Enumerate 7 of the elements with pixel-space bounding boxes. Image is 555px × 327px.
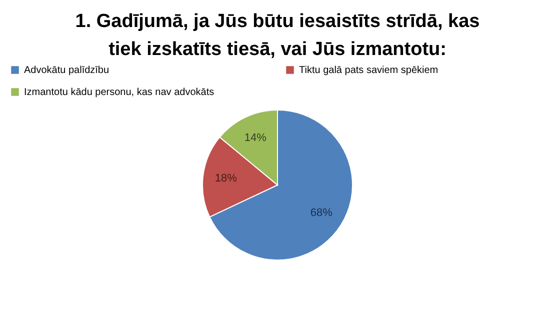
legend-label: Tiktu galā pats saviem spēkiem	[299, 65, 438, 76]
legend-label: Izmantotu kādu personu, kas nav advokāts	[24, 87, 214, 98]
data-label: 14%	[244, 132, 267, 144]
chart-title: 1. Gadījumā, ja Jūs būtu iesaistīts strīdā, kas tiek izskatīts tiesā, vai Jūs izmantotu:	[75, 11, 480, 60]
data-label: 18%	[214, 172, 238, 184]
data-label: 68%	[310, 206, 333, 219]
legend-label: Advokātu palīdzību	[24, 65, 110, 76]
